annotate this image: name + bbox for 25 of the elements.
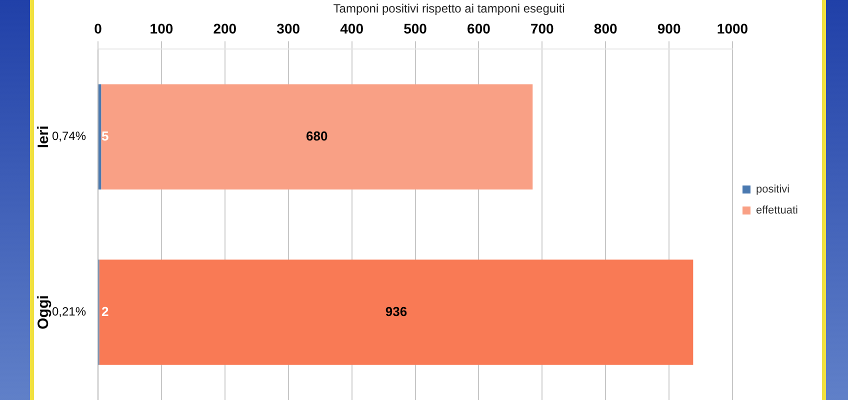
y-tick-label: Oggi [35,295,52,330]
x-tick-label: 700 [530,20,554,37]
bar [99,260,694,365]
x-tick-label: 800 [594,20,618,37]
data-label: 5 [102,128,109,144]
x-tick-label: 200 [213,20,237,37]
data-label: 680 [306,128,328,144]
y-tick-label: Ieri [35,126,52,148]
text: 0,74% [52,129,86,144]
x-tick-label: 0 [94,20,102,37]
x-tick-label: 1000 [716,20,748,37]
x-tick-label: 900 [657,20,681,37]
x-tick-label: 300 [276,20,300,37]
legend-label: positivi [756,184,790,196]
legend-label: effettuati [756,204,798,217]
chart-title: Tamponi positivi rispetto ai tamponi eseguiti [333,2,565,16]
x-tick-label: 100 [150,20,174,37]
bar [98,84,102,190]
x-tick-label: 500 [404,20,428,37]
bar [101,84,533,190]
x-tick-label: 400 [340,20,364,37]
data-label: 2 [102,304,109,319]
data-label: 936 [385,304,408,319]
x-tick-label: 600 [467,20,491,37]
text: 0,21% [52,304,86,319]
